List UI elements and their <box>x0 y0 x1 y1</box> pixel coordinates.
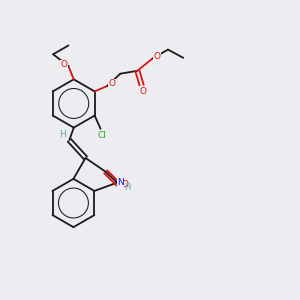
Text: N: N <box>117 178 124 187</box>
Text: H: H <box>124 184 130 193</box>
Text: O: O <box>139 87 146 96</box>
Text: H: H <box>59 130 66 140</box>
Text: Cl: Cl <box>98 131 106 140</box>
Text: O: O <box>60 60 67 69</box>
Text: O: O <box>121 180 128 189</box>
Text: O: O <box>154 52 161 61</box>
Text: O: O <box>108 79 115 88</box>
